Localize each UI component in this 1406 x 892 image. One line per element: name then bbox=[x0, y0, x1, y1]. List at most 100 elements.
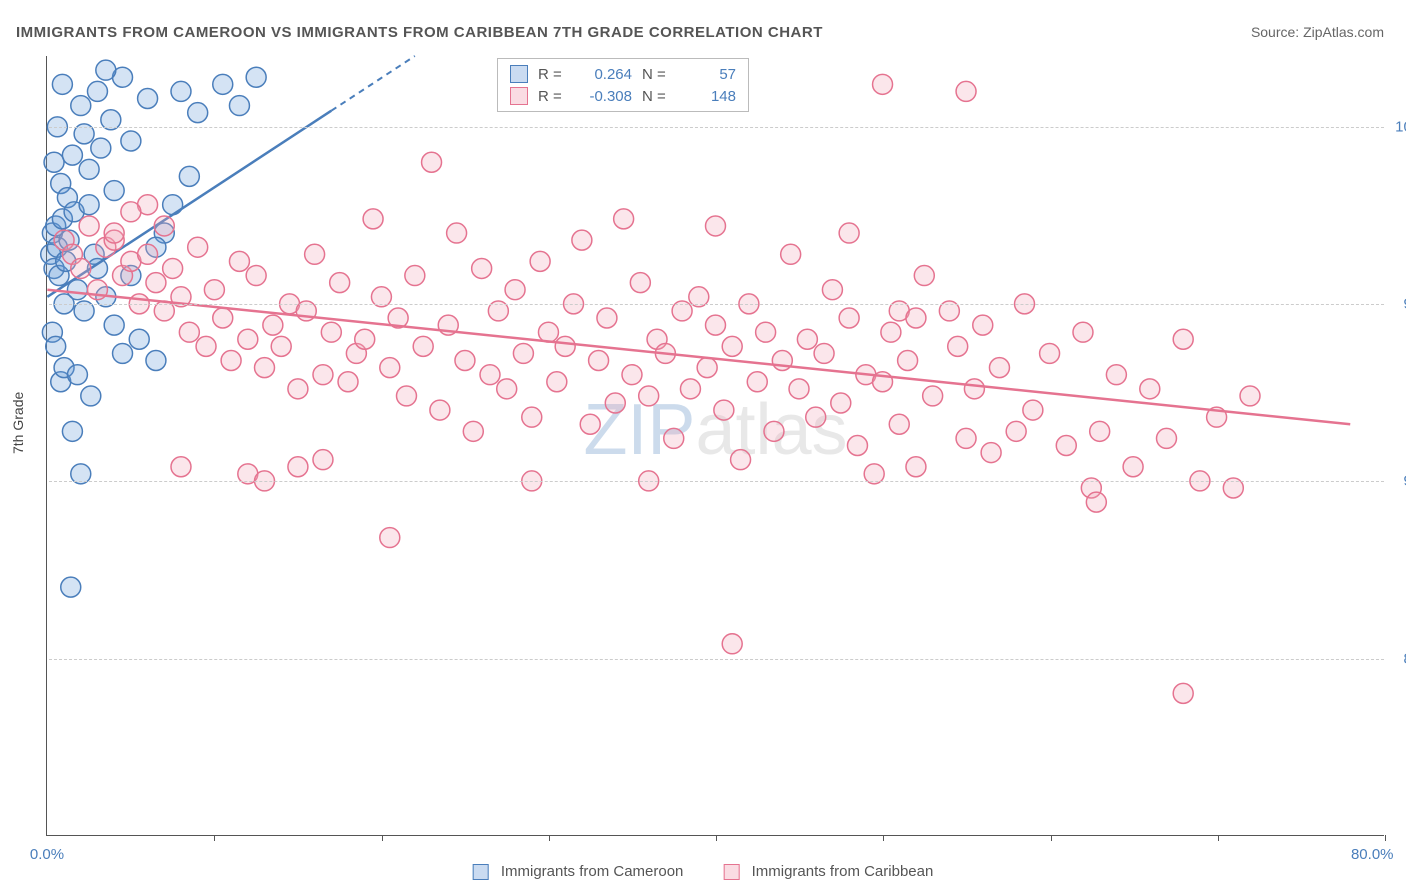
scatter-point bbox=[630, 273, 650, 293]
scatter-point bbox=[906, 308, 926, 328]
scatter-point bbox=[889, 414, 909, 434]
tick-x bbox=[883, 835, 884, 841]
scatter-point bbox=[163, 195, 183, 215]
scatter-point bbox=[154, 216, 174, 236]
scatter-point bbox=[530, 251, 550, 271]
scatter-point bbox=[1173, 683, 1193, 703]
scatter-point bbox=[271, 336, 291, 356]
scatter-point bbox=[447, 223, 467, 243]
scatter-point bbox=[163, 258, 183, 278]
scatter-point bbox=[898, 351, 918, 371]
scatter-point bbox=[1140, 379, 1160, 399]
scatter-point bbox=[313, 365, 333, 385]
tick-x bbox=[549, 835, 550, 841]
tick-x bbox=[1218, 835, 1219, 841]
scatter-point bbox=[1123, 457, 1143, 477]
scatter-point bbox=[288, 457, 308, 477]
scatter-point bbox=[706, 216, 726, 236]
scatter-point bbox=[1073, 322, 1093, 342]
scatter-point bbox=[914, 266, 934, 286]
scatter-point bbox=[923, 386, 943, 406]
scatter-point bbox=[1040, 343, 1060, 363]
scatter-point bbox=[605, 393, 625, 413]
scatter-point bbox=[213, 308, 233, 328]
scatter-point bbox=[973, 315, 993, 335]
scatter-point bbox=[44, 152, 64, 172]
scatter-point bbox=[906, 457, 926, 477]
scatter-point bbox=[706, 315, 726, 335]
scatter-point bbox=[948, 336, 968, 356]
scatter-point bbox=[146, 351, 166, 371]
scatter-point bbox=[497, 379, 517, 399]
scatter-point bbox=[61, 577, 81, 597]
scatter-point bbox=[597, 308, 617, 328]
scatter-point bbox=[781, 244, 801, 264]
scatter-point bbox=[196, 336, 216, 356]
scatter-point bbox=[622, 365, 642, 385]
scatter-point bbox=[71, 258, 91, 278]
legend-label-cameroon: Immigrants from Cameroon bbox=[501, 863, 684, 880]
scatter-point bbox=[839, 223, 859, 243]
scatter-point bbox=[87, 81, 107, 101]
scatter-point bbox=[204, 280, 224, 300]
chart-title: IMMIGRANTS FROM CAMEROON VS IMMIGRANTS F… bbox=[16, 24, 823, 41]
scatter-point bbox=[580, 414, 600, 434]
scatter-point bbox=[981, 443, 1001, 463]
scatter-point bbox=[847, 436, 867, 456]
scatter-point bbox=[513, 343, 533, 363]
scatter-point bbox=[522, 407, 542, 427]
scatter-point bbox=[697, 358, 717, 378]
scatter-point bbox=[1240, 386, 1260, 406]
scatter-point bbox=[238, 329, 258, 349]
scatter-point bbox=[764, 421, 784, 441]
scatter-point bbox=[129, 329, 149, 349]
scatter-point bbox=[956, 81, 976, 101]
scatter-point bbox=[1006, 421, 1026, 441]
scatter-point bbox=[330, 273, 350, 293]
scatter-point bbox=[305, 244, 325, 264]
scatter-point bbox=[422, 152, 442, 172]
scatter-point bbox=[956, 428, 976, 448]
trend-line-dashed bbox=[331, 56, 415, 111]
scatter-point bbox=[246, 266, 266, 286]
scatter-point bbox=[747, 372, 767, 392]
scatter-point bbox=[62, 421, 82, 441]
scatter-point bbox=[263, 315, 283, 335]
scatter-point bbox=[246, 67, 266, 87]
scatter-point bbox=[121, 131, 141, 151]
scatter-point bbox=[714, 400, 734, 420]
scatter-point bbox=[188, 237, 208, 257]
tick-x bbox=[1051, 835, 1052, 841]
scatter-point bbox=[81, 386, 101, 406]
scatter-point bbox=[814, 343, 834, 363]
trend-line bbox=[47, 290, 1350, 425]
scatter-point bbox=[146, 273, 166, 293]
scatter-point bbox=[62, 145, 82, 165]
scatter-point bbox=[664, 428, 684, 448]
tick-x bbox=[716, 835, 717, 841]
xtick-label: 80.0% bbox=[1351, 846, 1394, 863]
scatter-point bbox=[396, 386, 416, 406]
scatter-point bbox=[839, 308, 859, 328]
legend-swatch-cameroon bbox=[473, 864, 489, 880]
scatter-point bbox=[79, 216, 99, 236]
scatter-point bbox=[806, 407, 826, 427]
scatter-point bbox=[1173, 329, 1193, 349]
scatter-point bbox=[1023, 400, 1043, 420]
scatter-point bbox=[355, 329, 375, 349]
scatter-point bbox=[455, 351, 475, 371]
scatter-point bbox=[1056, 436, 1076, 456]
scatter-point bbox=[831, 393, 851, 413]
scatter-point bbox=[722, 634, 742, 654]
scatter-point bbox=[639, 386, 659, 406]
scatter-point bbox=[722, 336, 742, 356]
scatter-point bbox=[96, 60, 116, 80]
scatter-point bbox=[873, 74, 893, 94]
gridline-h bbox=[49, 659, 1384, 660]
scatter-point bbox=[1157, 428, 1177, 448]
scatter-point bbox=[380, 358, 400, 378]
legend-item-caribbean: Immigrants from Caribbean bbox=[723, 863, 933, 880]
scatter-point bbox=[505, 280, 525, 300]
scatter-point bbox=[188, 103, 208, 123]
y-axis-label: 7th Grade bbox=[10, 392, 26, 454]
